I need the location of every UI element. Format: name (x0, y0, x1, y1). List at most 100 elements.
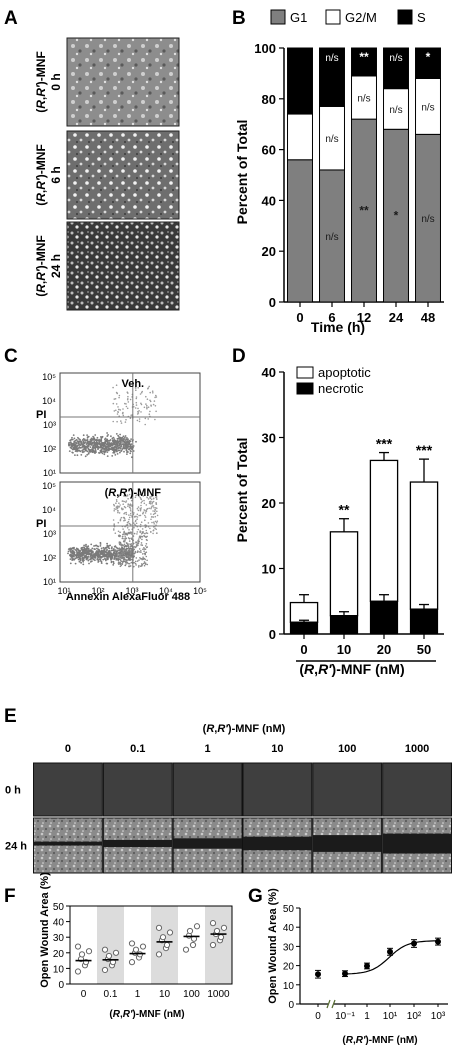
c-dot (98, 555, 101, 558)
f-ytick-label: 0 (58, 980, 64, 991)
c-dot (75, 555, 78, 558)
c-dot (79, 550, 81, 553)
c-dot (117, 408, 120, 411)
c-dot (100, 446, 103, 449)
c-dot (150, 516, 153, 518)
c-dot (73, 555, 75, 558)
c-dot (102, 546, 105, 549)
c-dot (137, 509, 140, 512)
panel-a-letter: A (4, 8, 18, 29)
c-dot (112, 564, 115, 566)
c-dot (86, 453, 89, 456)
c-dot (110, 549, 113, 552)
c-dot (125, 418, 127, 421)
panel-b-legend: G1 G2/M S (270, 9, 426, 25)
c-dot (71, 550, 74, 552)
c-dot (119, 558, 122, 560)
c-dot (122, 544, 124, 547)
c-dot (126, 438, 129, 441)
c-dot (90, 444, 93, 446)
c-dot (96, 547, 98, 550)
d-bar-necrotic-50 (409, 608, 439, 635)
b-annotation: n/s (325, 53, 338, 64)
c-dot (113, 528, 115, 530)
g-point (411, 940, 417, 947)
c-dot (138, 538, 140, 540)
f-point (105, 952, 113, 960)
c-dot (116, 391, 118, 394)
c-dot (123, 500, 125, 503)
f-point (132, 946, 140, 953)
c-dot (85, 558, 88, 561)
d-ytick-label: 10 (262, 562, 276, 577)
c-dot (127, 505, 129, 508)
b-ytick-label: 0 (269, 295, 276, 310)
c-dot (114, 545, 117, 548)
c-dot (113, 438, 116, 440)
c-dot (122, 559, 125, 561)
c-dot (123, 516, 125, 519)
c-dot (122, 535, 124, 538)
c-dot (143, 548, 146, 550)
c-dot (122, 533, 125, 535)
c-dot (79, 438, 81, 441)
c-dot (99, 545, 102, 547)
c-dot (129, 450, 132, 452)
c-dot (81, 446, 83, 449)
c-dot (118, 543, 121, 546)
b-ytick-label: 80 (262, 92, 276, 107)
c-dot (126, 407, 129, 410)
c-dot (95, 441, 98, 444)
e-wound-gap-5 (382, 833, 452, 854)
c-dot (91, 553, 93, 556)
c-dot (120, 557, 123, 560)
c-dot (71, 558, 74, 561)
c-dot (100, 449, 103, 452)
c-dot (114, 495, 117, 497)
c-dot (122, 503, 124, 506)
c-dot (112, 560, 115, 563)
c-dot (144, 562, 147, 564)
c-dot (101, 436, 103, 439)
c-dot (137, 410, 139, 413)
c-dot (121, 550, 124, 552)
c-dot (93, 450, 95, 453)
g-ytick-label: 50 (283, 904, 295, 915)
c-dot (106, 455, 109, 457)
d-bar-apoptotic-20 (369, 459, 399, 602)
c-dot (147, 498, 150, 500)
b-annotation: n/s (389, 105, 402, 116)
c-dot (94, 434, 97, 436)
panel-c-xlabel: Annexin AlexaFluor 488 (66, 591, 190, 603)
c-dot (113, 398, 116, 400)
c-dot (115, 499, 118, 501)
c-dot (125, 513, 128, 516)
e-conc-label-0: 0 (65, 743, 71, 755)
c-dot (119, 563, 122, 566)
d-bar-apoptotic-50 (409, 481, 439, 610)
c-dot (139, 531, 141, 533)
c-dot (114, 454, 117, 456)
c-dot (106, 449, 108, 452)
c-dot (104, 441, 107, 444)
c-dot (138, 548, 141, 550)
c-dot (97, 439, 100, 442)
c-dot (118, 443, 121, 445)
c-dot (117, 411, 119, 413)
d-ytick-label: 20 (262, 496, 276, 511)
panel-g: G Open Wound Area (%) (R,R′)-MNF (nM) 0 1… (248, 886, 448, 1046)
f-point (166, 929, 174, 936)
c-dot (123, 537, 125, 540)
d-ytick-label: 0 (269, 627, 276, 642)
c-dot (97, 550, 100, 553)
c-dot (141, 538, 143, 541)
c-dot (147, 522, 150, 524)
c-dot (120, 420, 122, 422)
c-dot (130, 556, 132, 558)
g-xtick-label: 10³ (431, 1011, 446, 1022)
c-dot (113, 503, 115, 506)
c-dot (91, 441, 93, 444)
c-dot (141, 553, 144, 555)
c-dot (126, 442, 128, 444)
c-dot (144, 417, 147, 420)
